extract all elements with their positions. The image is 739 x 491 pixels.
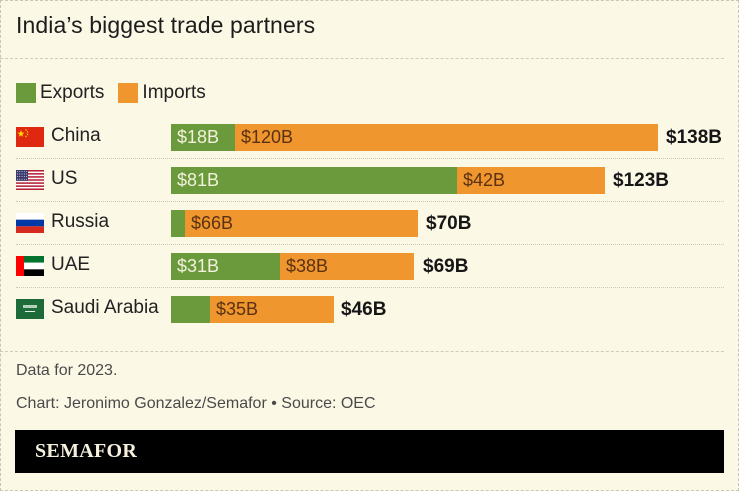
country-label: US <box>51 168 78 189</box>
legend: Exports Imports <box>16 82 220 104</box>
chart-title: India’s biggest trade partners <box>16 12 316 38</box>
total-value-label: $70B <box>426 213 472 234</box>
row-separator <box>16 201 724 202</box>
legend-item-imports: Imports <box>118 82 206 104</box>
imports-segment: $35B <box>210 296 334 323</box>
imports-swatch <box>118 83 139 103</box>
stacked-bar: $18B $120B <box>171 124 658 151</box>
stacked-bar: $81B $42B <box>171 167 605 194</box>
exports-segment: $31B <box>171 253 280 280</box>
legend-label: Exports <box>40 82 105 103</box>
stacked-bar: $31B $38B <box>171 253 414 280</box>
footer-divider <box>0 351 724 352</box>
row-separator <box>16 287 724 288</box>
legend-label: Imports <box>142 82 206 103</box>
exports-segment: $18B <box>171 124 235 151</box>
chart-row: Russia $66B $70B <box>0 202 724 245</box>
saudi-arabia-flag-icon <box>16 299 44 319</box>
legend-item-exports: Exports <box>16 82 104 104</box>
chart-row: UAE $31B $38B $69B <box>0 245 724 288</box>
country-label: Saudi Arabia <box>51 297 159 318</box>
brand-logo: SEMAFOR <box>35 440 138 462</box>
russia-flag-icon <box>16 213 44 233</box>
imports-segment: $120B <box>235 124 658 151</box>
row-separator <box>16 158 724 159</box>
brand-bar: SEMAFOR <box>15 430 724 473</box>
imports-segment: $38B <box>280 253 414 280</box>
stacked-bar: $66B <box>171 210 418 237</box>
country-label: China <box>51 125 101 146</box>
china-flag-icon <box>16 127 44 147</box>
imports-segment: $42B <box>457 167 605 194</box>
country-label: Russia <box>51 211 110 232</box>
total-value-label: $123B <box>613 170 669 191</box>
chart-row: China $18B $120B $138B <box>0 116 724 159</box>
imports-segment: $66B <box>185 210 418 237</box>
chart-row: Saudi Arabia $35B $46B <box>0 288 724 331</box>
exports-segment <box>171 296 210 323</box>
stacked-bar: $35B <box>171 296 334 323</box>
uae-flag-icon <box>16 256 44 276</box>
total-value-label: $46B <box>341 299 387 320</box>
exports-segment: $81B <box>171 167 457 194</box>
country-label: UAE <box>51 254 91 275</box>
total-value-label: $69B <box>423 256 469 277</box>
source-credit: Chart: Jeronimo Gonzalez/Semafor • Sourc… <box>16 395 376 412</box>
total-value-label: $138B <box>666 127 722 148</box>
title-divider <box>0 58 724 59</box>
exports-segment <box>171 210 185 237</box>
chart-row: US $81B $42B $123B <box>0 159 724 202</box>
us-flag-icon <box>16 170 44 190</box>
exports-swatch <box>16 83 36 103</box>
data-note: Data for 2023. <box>16 362 118 379</box>
row-separator <box>16 244 724 245</box>
